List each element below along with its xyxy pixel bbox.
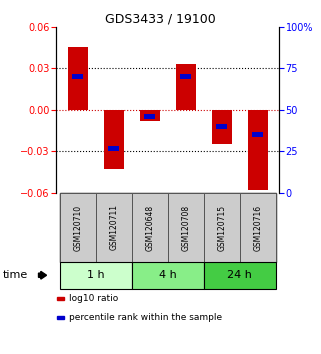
FancyBboxPatch shape [60,262,132,289]
Text: GDS3433 / 19100: GDS3433 / 19100 [105,12,216,25]
Bar [144,114,155,119]
Bar [72,74,83,79]
Text: 1 h: 1 h [87,270,105,280]
FancyBboxPatch shape [96,193,132,262]
Text: 4 h: 4 h [159,270,177,280]
FancyBboxPatch shape [240,193,276,262]
Text: 24 h: 24 h [227,270,252,280]
Bar [140,110,160,121]
Bar [248,110,268,190]
Text: GSM120716: GSM120716 [253,204,262,251]
FancyBboxPatch shape [204,193,240,262]
FancyBboxPatch shape [60,193,96,262]
Bar [252,132,263,137]
Text: GSM120711: GSM120711 [109,205,118,250]
Bar [180,74,191,79]
Text: GSM120648: GSM120648 [145,204,154,251]
Text: log10 ratio: log10 ratio [69,295,118,303]
FancyBboxPatch shape [204,262,276,289]
Text: GSM120715: GSM120715 [217,204,226,251]
Bar [68,47,88,110]
FancyBboxPatch shape [168,193,204,262]
Text: percentile rank within the sample: percentile rank within the sample [69,313,222,322]
Text: GSM120710: GSM120710 [73,204,82,251]
FancyBboxPatch shape [132,262,204,289]
Bar [212,110,231,144]
Text: GSM120708: GSM120708 [181,204,190,251]
Bar [216,124,227,129]
Bar [56,297,64,301]
Bar [56,316,64,319]
Bar [104,110,124,169]
Bar [108,145,119,150]
Text: time: time [3,270,29,280]
FancyBboxPatch shape [132,193,168,262]
Bar [176,64,195,110]
